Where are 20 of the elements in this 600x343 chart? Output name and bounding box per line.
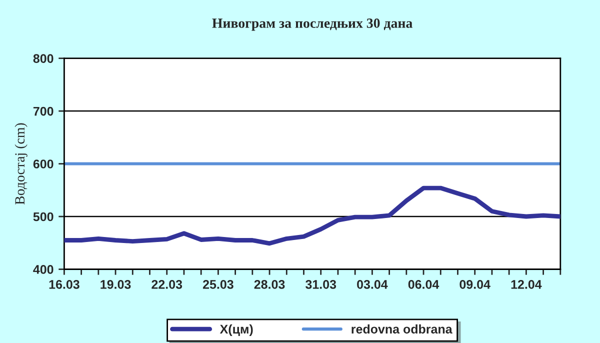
x-tick-label: 09.04 <box>460 280 490 289</box>
x-tick-label: 03.04 <box>357 280 388 289</box>
legend-label: X(цм) <box>220 324 253 336</box>
x-tick-label: 12.04 <box>511 280 542 289</box>
y-tick-label: 500 <box>33 212 54 222</box>
y-tick-label: 700 <box>33 106 54 116</box>
y-tick-label: 800 <box>33 54 54 63</box>
x-tick-label: 16.03 <box>49 280 80 289</box>
y-tick-label: 400 <box>33 265 54 274</box>
line-series <box>64 186 560 246</box>
y-axis-title: Водостај (cm) <box>14 123 28 205</box>
x-tick-label: 28.03 <box>254 280 285 289</box>
x-tick-label: 22.03 <box>152 280 182 289</box>
x-tick-label: 25.03 <box>202 280 234 289</box>
x-tick-label: 19.03 <box>100 280 131 289</box>
y-tick-label: 600 <box>33 160 54 168</box>
x-tick-label: 31.03 <box>306 280 336 289</box>
x-tick-label: 06.04 <box>408 280 440 289</box>
legend-label: redovna odbrana <box>352 324 452 334</box>
chart-title: Нивограм за последњих 30 дана <box>212 18 412 31</box>
